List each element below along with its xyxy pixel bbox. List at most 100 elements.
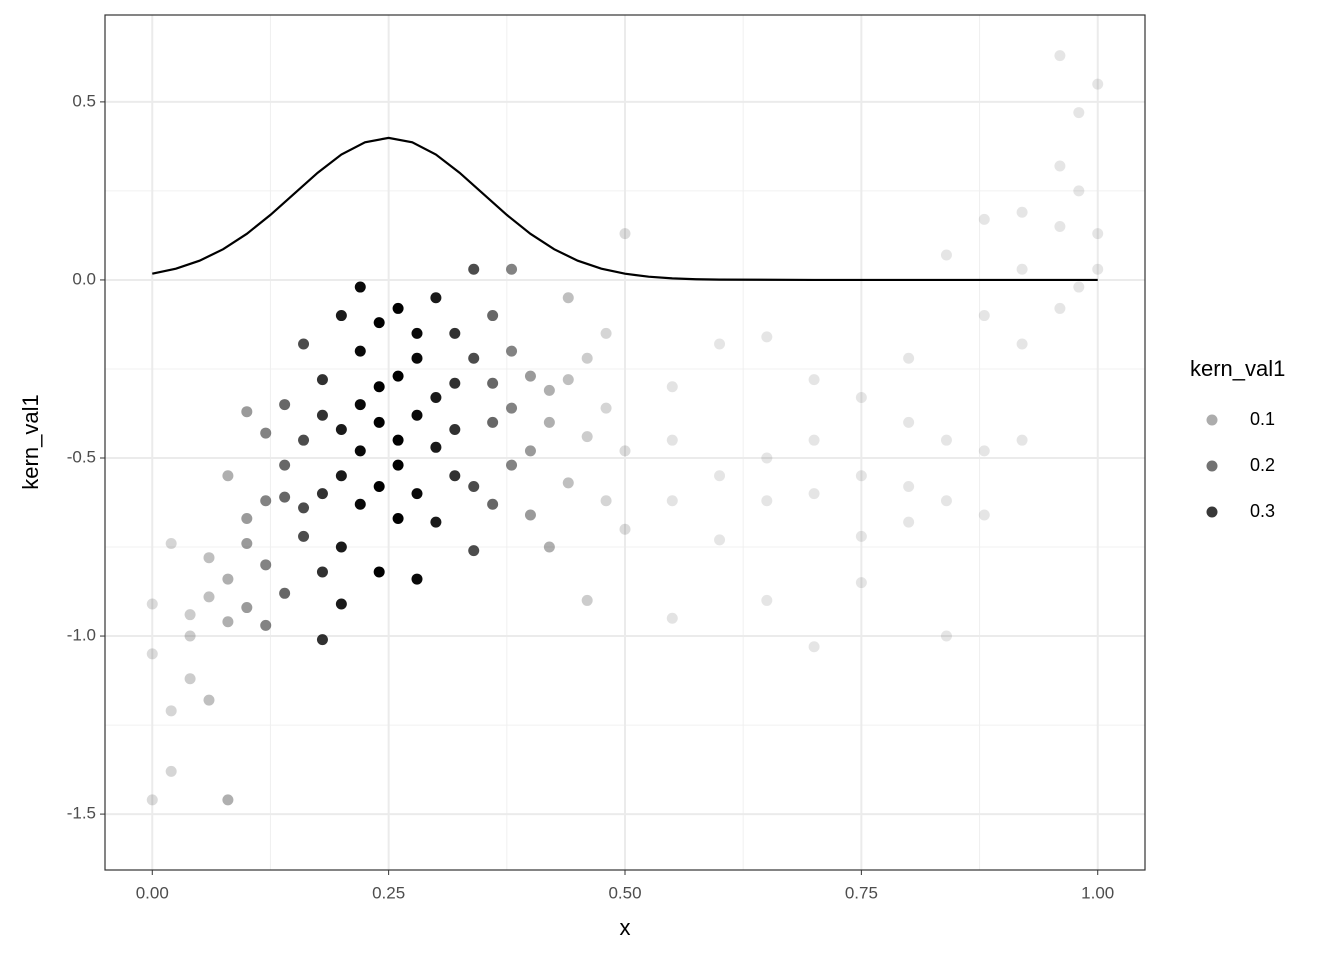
- point: [1054, 50, 1066, 62]
- point: [666, 612, 678, 624]
- point: [1054, 160, 1066, 172]
- point: [222, 616, 234, 628]
- point: [430, 292, 442, 304]
- point: [506, 345, 518, 357]
- point: [184, 673, 196, 685]
- x-axis-title: x: [620, 915, 631, 940]
- point: [411, 488, 423, 500]
- point: [392, 434, 404, 446]
- point: [298, 434, 310, 446]
- point: [619, 523, 631, 535]
- point: [714, 534, 726, 546]
- point: [146, 648, 158, 660]
- point: [666, 381, 678, 393]
- y-tick-label: 0.0: [72, 269, 96, 288]
- point: [430, 391, 442, 403]
- point: [808, 488, 820, 500]
- point: [354, 445, 366, 457]
- point: [354, 281, 366, 293]
- point: [411, 352, 423, 364]
- point: [761, 495, 773, 507]
- point: [761, 452, 773, 464]
- point: [316, 566, 328, 578]
- point: [562, 477, 574, 489]
- point: [903, 352, 915, 364]
- point: [373, 416, 385, 428]
- y-tick-label: 0.5: [72, 91, 96, 110]
- point: [335, 424, 347, 436]
- x-tick-label: 0.00: [136, 883, 169, 902]
- point: [808, 641, 820, 653]
- kernel-line: [152, 136, 1098, 282]
- point: [940, 434, 952, 446]
- point: [978, 213, 990, 225]
- point: [543, 416, 555, 428]
- point: [714, 338, 726, 350]
- point: [335, 541, 347, 553]
- point: [354, 498, 366, 510]
- point: [279, 399, 291, 411]
- point: [468, 480, 480, 492]
- point: [1054, 221, 1066, 233]
- point: [1092, 263, 1104, 275]
- point: [581, 352, 593, 364]
- point: [260, 619, 272, 631]
- point: [761, 331, 773, 343]
- point: [1016, 263, 1028, 275]
- legend-key: [1206, 414, 1218, 426]
- point: [940, 495, 952, 507]
- legend-key: [1206, 460, 1218, 472]
- point: [222, 794, 234, 806]
- point: [260, 427, 272, 439]
- point: [298, 338, 310, 350]
- point: [411, 573, 423, 585]
- point: [241, 537, 253, 549]
- point: [761, 594, 773, 606]
- point: [165, 537, 177, 549]
- point: [316, 488, 328, 500]
- point: [1092, 228, 1104, 240]
- point: [524, 509, 536, 521]
- point: [203, 591, 215, 603]
- point: [506, 459, 518, 471]
- point: [373, 381, 385, 393]
- point: [1016, 338, 1028, 350]
- x-tick-label: 1.00: [1081, 883, 1114, 902]
- point: [524, 445, 536, 457]
- point: [146, 598, 158, 610]
- point: [1054, 302, 1066, 314]
- x-tick-label: 0.25: [372, 883, 405, 902]
- y-tick-label: -1.5: [67, 804, 96, 823]
- point: [430, 441, 442, 453]
- legend-label: 0.1: [1250, 409, 1275, 429]
- legend-key: [1206, 506, 1218, 518]
- point: [335, 598, 347, 610]
- y-tick-label: -1.0: [67, 626, 96, 645]
- point: [354, 345, 366, 357]
- point: [543, 384, 555, 396]
- point: [279, 491, 291, 503]
- point: [581, 431, 593, 443]
- point: [392, 302, 404, 314]
- point: [506, 263, 518, 275]
- point: [600, 327, 612, 339]
- point: [978, 509, 990, 521]
- point: [940, 249, 952, 261]
- point: [1092, 78, 1104, 90]
- point: [1073, 281, 1085, 293]
- point: [316, 634, 328, 646]
- point: [298, 502, 310, 514]
- point: [903, 416, 915, 428]
- point: [222, 470, 234, 482]
- legend-label: 0.2: [1250, 455, 1275, 475]
- point: [619, 228, 631, 240]
- point: [449, 377, 461, 389]
- point: [581, 594, 593, 606]
- point: [298, 530, 310, 542]
- point: [666, 434, 678, 446]
- point: [468, 352, 480, 364]
- point: [855, 577, 867, 589]
- point: [562, 292, 574, 304]
- point: [714, 470, 726, 482]
